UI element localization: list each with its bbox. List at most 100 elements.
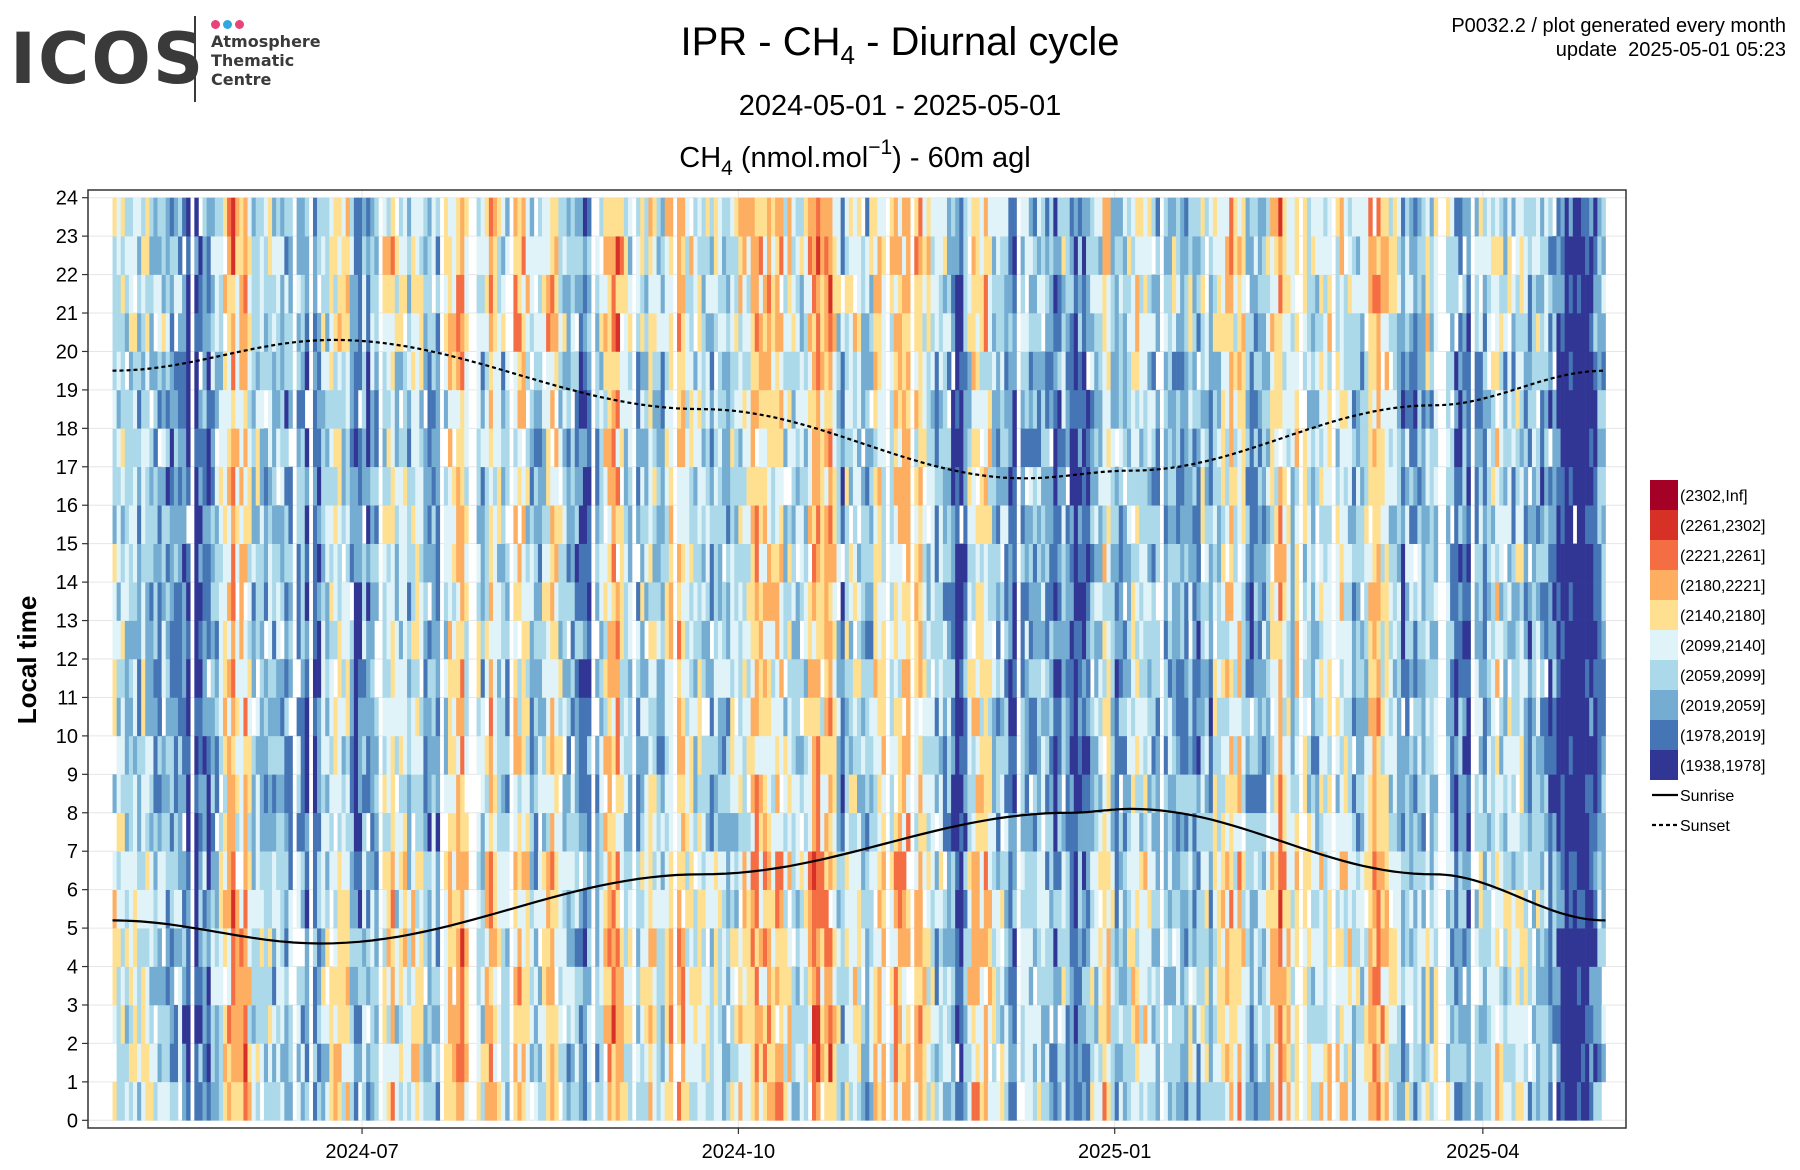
heatmap-cell	[370, 351, 375, 391]
heatmap-cell	[333, 1081, 338, 1121]
heatmap-cell	[574, 735, 580, 775]
heatmap-cell	[505, 543, 510, 583]
heatmap-cell	[1032, 505, 1038, 544]
heatmap-cell	[251, 236, 257, 275]
heatmap-cell	[750, 351, 756, 391]
heatmap-cell	[431, 466, 436, 506]
heatmap-cell	[321, 505, 326, 544]
heatmap-cell	[983, 466, 989, 506]
heatmap-cell	[767, 966, 772, 1006]
heatmap-cell	[263, 313, 269, 352]
heatmap-cell	[783, 774, 788, 814]
heatmap-cell	[202, 1081, 207, 1121]
heatmap-cell	[480, 505, 486, 544]
heatmap-cell	[1024, 389, 1030, 429]
heatmap-cell	[542, 812, 547, 852]
heatmap-cell	[857, 1004, 862, 1044]
heatmap-cell	[447, 966, 453, 1006]
heatmap-cell	[464, 851, 469, 890]
heatmap-cell	[550, 851, 555, 890]
heatmap-cell	[284, 582, 289, 621]
heatmap-cell	[828, 928, 833, 967]
heatmap-cell	[411, 735, 416, 775]
heatmap-cell	[619, 1043, 625, 1083]
heatmap-cell	[533, 659, 539, 698]
heatmap-cell	[554, 774, 559, 814]
heatmap-cell	[578, 620, 584, 660]
heatmap-cell	[959, 774, 964, 814]
heatmap-cell	[709, 966, 715, 1006]
heatmap-cell	[693, 1081, 698, 1121]
heatmap-cell	[934, 735, 940, 775]
heatmap-cell	[398, 928, 404, 967]
heatmap-cell	[398, 505, 404, 544]
heatmap-cell	[325, 505, 330, 544]
heatmap-cell	[775, 543, 780, 583]
heatmap-cell	[693, 966, 698, 1006]
heatmap-cell	[820, 697, 825, 737]
heatmap-cell	[116, 543, 122, 583]
heatmap-cell	[460, 389, 465, 429]
heatmap-cell	[717, 659, 723, 698]
heatmap-cell	[865, 1004, 870, 1044]
heatmap-cell	[173, 1043, 179, 1083]
heatmap-cell	[554, 1043, 559, 1083]
heatmap-cell	[1020, 389, 1026, 429]
heatmap-cell	[713, 1043, 719, 1083]
heatmap-cell	[873, 274, 878, 314]
heatmap-cell	[386, 351, 391, 391]
heatmap-cell	[967, 889, 972, 929]
heatmap-cell	[554, 1081, 559, 1121]
heatmap-cell	[775, 505, 780, 544]
heatmap-cell	[799, 274, 805, 314]
heatmap-cell	[231, 1004, 236, 1044]
heatmap-cell	[775, 735, 780, 775]
heatmap-cell	[963, 505, 968, 544]
heatmap-cell	[222, 851, 228, 890]
heatmap-cell	[775, 428, 780, 468]
heatmap-cell	[255, 389, 261, 429]
heatmap-cell	[325, 389, 330, 429]
heatmap-cell	[820, 851, 825, 890]
heatmap-cell	[1012, 236, 1017, 275]
heatmap-cell	[366, 774, 371, 814]
heatmap-cell	[501, 236, 506, 275]
heatmap-cell	[975, 313, 981, 352]
heatmap-cell	[767, 1043, 772, 1083]
heatmap-cell	[795, 582, 801, 621]
heatmap-cell	[832, 851, 837, 890]
heatmap-cell	[296, 1043, 301, 1083]
heatmap-cell	[210, 389, 216, 429]
heatmap-cell	[357, 620, 363, 660]
heatmap-cell	[807, 966, 813, 1006]
heatmap-cell	[1032, 543, 1038, 583]
heatmap-cell	[771, 774, 776, 814]
heatmap-cell	[574, 274, 580, 314]
heatmap-cell	[329, 351, 334, 391]
heatmap-cell	[722, 966, 727, 1006]
heatmap-cell	[595, 236, 600, 275]
heatmap-cell	[942, 236, 948, 275]
heatmap-cell	[447, 659, 453, 698]
heatmap-cell	[222, 774, 228, 814]
heatmap-cell	[582, 851, 588, 890]
heatmap-cell	[132, 313, 138, 352]
heatmap-cell	[865, 197, 870, 237]
heatmap-cell	[325, 582, 330, 621]
heatmap-cell	[353, 582, 359, 621]
heatmap-cell	[603, 313, 608, 352]
heatmap-cell	[717, 851, 723, 890]
heatmap-cell	[370, 659, 375, 698]
heatmap-cell	[664, 1081, 670, 1121]
heatmap-cell	[938, 1081, 944, 1121]
heatmap-cell	[767, 428, 772, 468]
heatmap-cell	[497, 236, 502, 275]
heatmap-cell	[607, 851, 612, 890]
heatmap-cell	[435, 735, 441, 775]
heatmap-cell	[227, 466, 232, 506]
heatmap-cell	[955, 582, 960, 621]
heatmap-cell	[239, 966, 244, 1006]
heatmap-cell	[603, 197, 608, 237]
heatmap-cell	[214, 274, 220, 314]
heatmap-cell	[734, 313, 739, 352]
